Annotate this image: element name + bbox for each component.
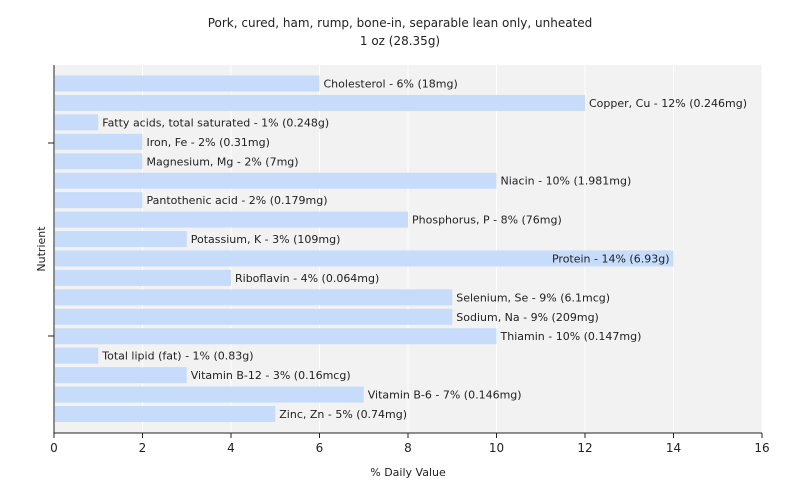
bar-label: Sodium, Na - 9% (209mg): [456, 311, 599, 324]
bar: [55, 211, 408, 228]
bar: [55, 153, 143, 170]
chart-title: Pork, cured, ham, rump, bone-in, separab…: [208, 16, 593, 30]
bar-label: Magnesium, Mg - 2% (7mg): [147, 155, 299, 168]
bar-label: Potassium, K - 3% (109mg): [191, 233, 341, 246]
x-tick-label: 8: [404, 441, 412, 455]
x-tick-label: 4: [227, 441, 235, 455]
bar-label: Niacin - 10% (1.981mg): [501, 175, 632, 188]
bar-label: Copper, Cu - 12% (0.246mg): [589, 97, 747, 110]
bar: [55, 231, 187, 248]
bar: [55, 172, 497, 189]
bar: [55, 289, 453, 306]
bar: [55, 386, 364, 403]
x-axis-label: % Daily Value: [370, 466, 446, 479]
bar: [55, 133, 143, 150]
bar: [55, 269, 231, 286]
bar: [55, 75, 320, 92]
bar: [55, 308, 453, 325]
x-tick-label: 10: [489, 441, 504, 455]
bar-label: Protein - 14% (6.93g): [552, 252, 670, 265]
bar: [55, 347, 99, 364]
bar: [55, 192, 143, 209]
bar: [55, 367, 187, 384]
bar-labels: Cholesterol - 6% (18mg) Copper, Cu - 12% …: [101, 78, 747, 422]
bar-label: Thiamin - 10% (0.147mg): [500, 330, 642, 343]
bar: [55, 406, 276, 422]
x-tick-label: 6: [316, 441, 324, 455]
bar-label: Riboflavin - 4% (0.064mg): [235, 272, 379, 285]
y-axis-label: Nutrient: [35, 226, 48, 272]
bar-label: Iron, Fe - 2% (0.31mg): [147, 136, 270, 149]
bar: [55, 328, 497, 345]
bar-label: Cholesterol - 6% (18mg): [324, 78, 458, 91]
bar-label: Zinc, Zn - 5% (0.74mg): [279, 408, 407, 421]
bar: [55, 94, 585, 111]
bar: [55, 250, 674, 267]
chart-subtitle: 1 oz (28.35g): [360, 34, 440, 48]
bar-label: Phosphorus, P - 8% (76mg): [412, 214, 562, 227]
bars: [55, 75, 674, 422]
bar-label: Pantothenic acid - 2% (0.179mg): [147, 194, 328, 207]
bar: [55, 114, 99, 131]
bar-label: Fatty acids, total saturated - 1% (0.248…: [102, 116, 329, 129]
x-axis-ticks: 0 2 4 6 8 10 12 14 16: [50, 433, 770, 455]
bar-label: Selenium, Se - 9% (6.1mcg): [456, 291, 610, 304]
bar-label: Vitamin B-12 - 3% (0.16mcg): [191, 369, 351, 382]
x-tick-label: 0: [50, 441, 58, 455]
x-tick-label: 16: [754, 441, 769, 455]
x-tick-label: 14: [666, 441, 681, 455]
bar-label: Total lipid (fat) - 1% (0.83g): [101, 350, 253, 363]
x-tick-label: 2: [139, 441, 147, 455]
x-tick-label: 12: [577, 441, 592, 455]
bar-label: Vitamin B-6 - 7% (0.146mg): [368, 389, 522, 402]
